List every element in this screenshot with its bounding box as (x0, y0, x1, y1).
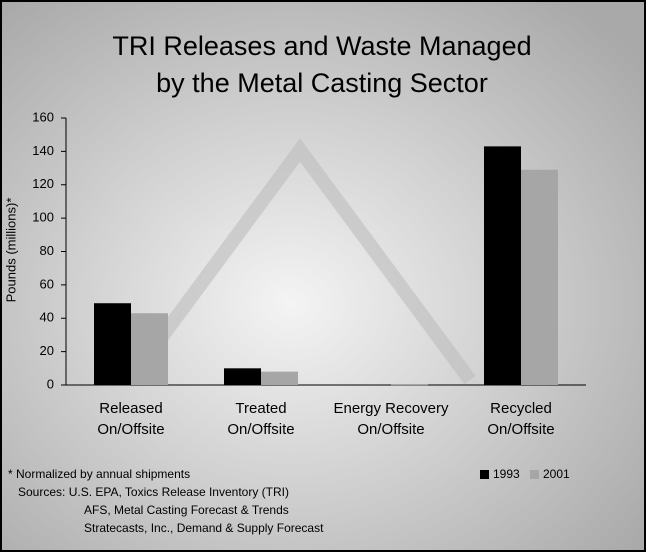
bar (521, 170, 558, 385)
y-tick-label: 40 (40, 310, 54, 325)
x-tick-label: Energy Recovery (333, 400, 449, 417)
y-tick-label: 140 (32, 143, 54, 158)
x-tick-label: Recycled (490, 400, 552, 417)
y-tick-label: 160 (32, 109, 54, 124)
footnote: AFS, Metal Casting Forecast & Trends (84, 503, 289, 517)
x-tick-label: On/Offsite (357, 421, 424, 438)
chart-title: by the Metal Casting Sector (156, 68, 488, 98)
y-tick-label: 20 (40, 343, 54, 358)
bar (354, 384, 391, 385)
x-tick-label: On/Offsite (227, 421, 294, 438)
bar (261, 372, 298, 385)
y-tick-label: 80 (40, 243, 54, 258)
x-tick-label: Released (99, 400, 162, 417)
legend-label: 2001 (543, 467, 570, 481)
y-axis-label: Pounds (millions)* (3, 198, 18, 303)
x-tick-label: On/Offsite (97, 421, 164, 438)
legend-swatch (530, 470, 539, 479)
y-tick-label: 100 (32, 210, 54, 225)
x-tick-label: On/Offsite (487, 421, 554, 438)
chart: TRI Releases and Waste Managed by the Met… (0, 0, 646, 552)
footnote: Stratecasts, Inc., Demand & Supply Forec… (84, 521, 324, 535)
bar (94, 303, 131, 385)
legend-swatch (480, 470, 489, 479)
x-tick-label: Treated (235, 400, 286, 417)
legend-label: 1993 (493, 467, 520, 481)
y-tick-label: 60 (40, 276, 54, 291)
bar (391, 385, 428, 386)
chart-title: TRI Releases and Waste Managed (112, 31, 531, 61)
y-tick-label: 0 (47, 376, 54, 391)
footnote: * Normalized by annual shipments (8, 467, 190, 481)
footnote: Sources: U.S. EPA, Toxics Release Invent… (18, 485, 289, 499)
bar (131, 313, 168, 385)
bar (224, 368, 261, 385)
y-tick-label: 120 (32, 176, 54, 191)
bar (484, 146, 521, 385)
